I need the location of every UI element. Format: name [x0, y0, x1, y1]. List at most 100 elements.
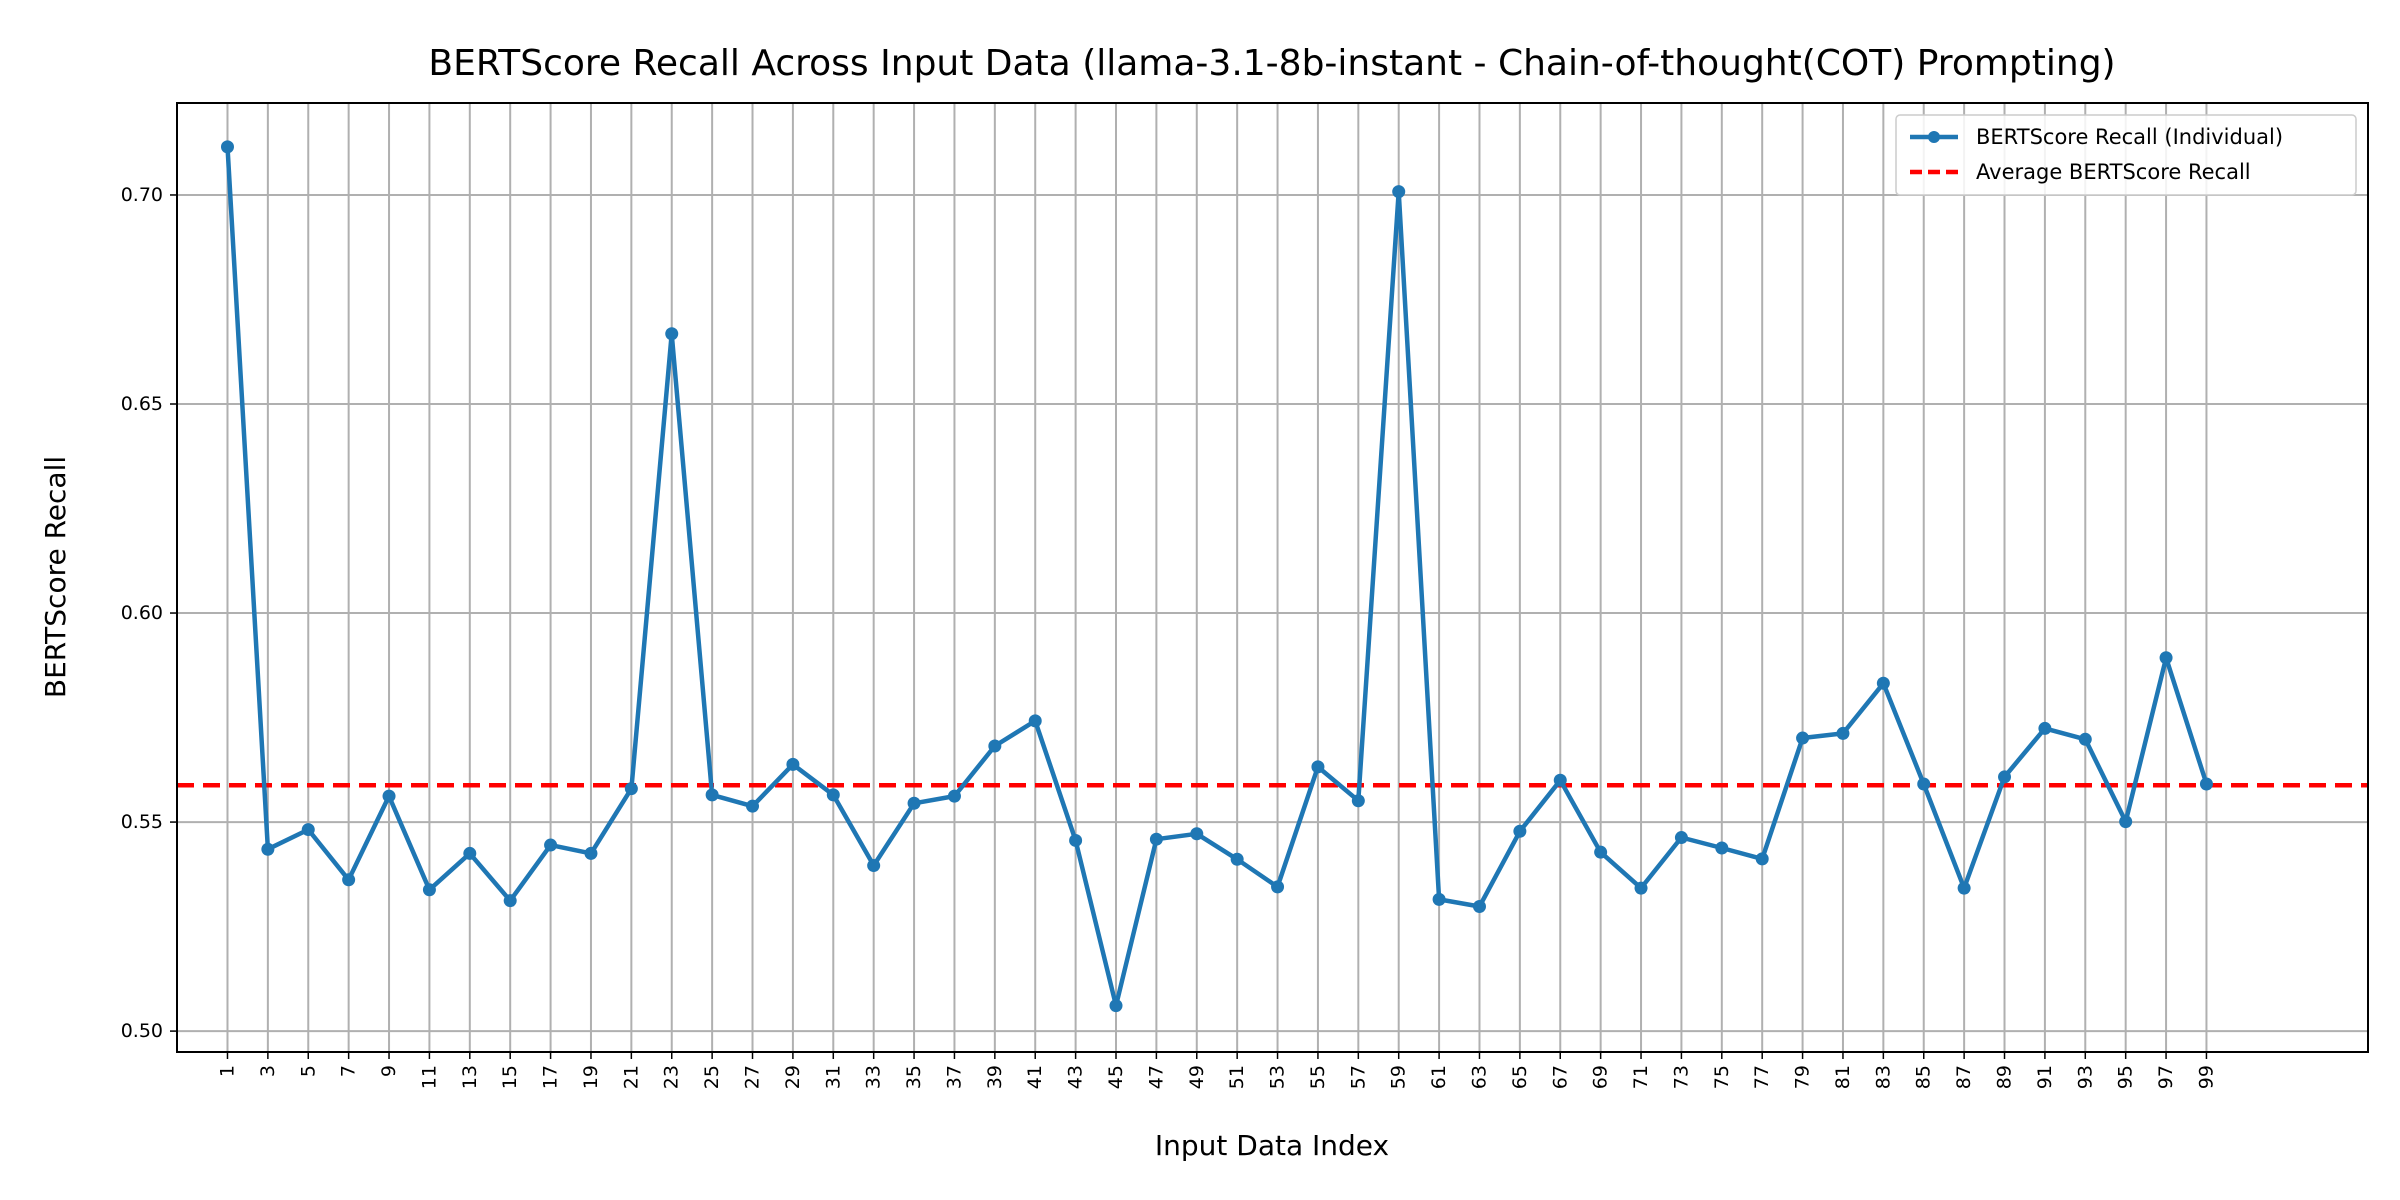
plot-frame — [176, 102, 2369, 1053]
x-tick-label: 35 — [903, 1065, 925, 1089]
data-point — [1351, 794, 1365, 808]
data-point — [1311, 760, 1325, 774]
x-tick-label: 91 — [2034, 1065, 2056, 1089]
x-tick-label: 53 — [1267, 1065, 1289, 1089]
data-point — [301, 823, 315, 837]
x-tick-label: 11 — [418, 1065, 440, 1089]
legend-series-marker — [1928, 131, 1940, 143]
x-tick-label: 55 — [1307, 1065, 1329, 1089]
x-tick-label: 93 — [2074, 1065, 2096, 1089]
y-tick-label: 0.50 — [121, 1020, 163, 1042]
y-tick-label: 0.60 — [121, 602, 163, 624]
data-point — [503, 894, 517, 908]
data-point — [1634, 881, 1648, 895]
data-point — [1271, 880, 1285, 894]
data-point — [584, 846, 598, 860]
x-tick-label: 27 — [742, 1065, 764, 1089]
x-tick-label: 61 — [1428, 1065, 1450, 1089]
x-tick-label: 75 — [1711, 1065, 1733, 1089]
data-point — [947, 789, 961, 803]
x-tick-label: 95 — [2115, 1065, 2137, 1089]
x-tick-label: 79 — [1792, 1065, 1814, 1089]
x-tick-label: 67 — [1549, 1065, 1571, 1089]
legend: BERTScore Recall (Individual) Average BE… — [1895, 114, 2357, 196]
data-point — [1594, 845, 1608, 859]
x-tick-label: 47 — [1145, 1065, 1167, 1089]
y-axis-ticks: 0.50 0.55 0.60 0.65 0.70 — [121, 184, 177, 1042]
x-tick-label: 63 — [1468, 1065, 1490, 1089]
y-tick-label: 0.55 — [121, 811, 163, 833]
x-tick-label: 45 — [1105, 1065, 1127, 1089]
data-point — [261, 842, 275, 856]
data-point — [1069, 833, 1083, 847]
x-tick-label: 99 — [2195, 1065, 2217, 1089]
data-point — [826, 788, 840, 802]
x-tick-label: 21 — [620, 1065, 642, 1089]
x-tick-label: 13 — [459, 1065, 481, 1089]
y-tick-label: 0.65 — [121, 393, 163, 415]
x-axis-label: Input Data Index — [1155, 1129, 1389, 1162]
x-tick-label: 51 — [1226, 1065, 1248, 1089]
data-point — [1472, 900, 1486, 914]
x-tick-label: 23 — [661, 1065, 683, 1089]
x-tick-label: 17 — [540, 1065, 562, 1089]
x-tick-label: 25 — [701, 1065, 723, 1089]
data-point — [1553, 773, 1567, 787]
data-point — [1028, 714, 1042, 728]
data-point — [786, 757, 800, 771]
x-tick-label: 49 — [1186, 1065, 1208, 1089]
data-point — [1109, 999, 1123, 1013]
legend-series-label: BERTScore Recall (Individual) — [1976, 125, 2283, 149]
x-tick-label: 71 — [1630, 1065, 1652, 1089]
x-tick-label: 97 — [2155, 1065, 2177, 1089]
data-point — [2199, 777, 2213, 791]
data-point — [1796, 731, 1810, 745]
x-axis-ticks: 1 3 5 7 9 11 13 15 17 19 21 23 25 27 29 31 33 35 37 39 41 43 4… — [216, 1052, 2217, 1089]
data-point — [220, 140, 234, 154]
x-tick-label: 37 — [943, 1065, 965, 1089]
data-point — [1998, 770, 2012, 784]
y-tick-label: 0.70 — [121, 184, 163, 206]
data-point — [1715, 841, 1729, 855]
data-point — [1190, 827, 1204, 841]
x-tick-label: 43 — [1065, 1065, 1087, 1089]
data-point — [1917, 777, 1931, 791]
x-tick-label: 33 — [863, 1065, 885, 1089]
series-line — [225, 146, 2209, 1008]
data-point — [1513, 824, 1527, 838]
data-point — [342, 873, 356, 887]
x-tick-label: 39 — [984, 1065, 1006, 1089]
data-point — [907, 796, 921, 810]
legend-average-label: Average BERTScore Recall — [1976, 160, 2251, 184]
data-point — [463, 846, 477, 860]
x-tick-label: 29 — [782, 1065, 804, 1089]
data-point — [1755, 852, 1769, 866]
data-point — [1392, 185, 1406, 199]
data-point — [705, 788, 719, 802]
x-tick-label: 5 — [297, 1065, 319, 1077]
x-tick-label: 9 — [378, 1065, 400, 1077]
x-tick-label: 19 — [580, 1065, 602, 1089]
data-point — [624, 782, 638, 796]
data-point — [665, 327, 679, 341]
data-point — [2078, 732, 2092, 746]
data-point — [422, 883, 436, 897]
data-point — [2119, 815, 2133, 829]
chart-title: BERTScore Recall Across Input Data (llam… — [428, 43, 2115, 84]
x-tick-label: 59 — [1388, 1065, 1410, 1089]
x-tick-label: 85 — [1913, 1065, 1935, 1089]
data-point — [1836, 726, 1850, 740]
data-point — [867, 859, 881, 873]
x-tick-label: 81 — [1832, 1065, 1854, 1089]
x-tick-label: 41 — [1024, 1065, 1046, 1089]
data-point — [1957, 881, 1971, 895]
y-axis-label: BERTScore Recall — [39, 456, 72, 698]
x-tick-label: 73 — [1670, 1065, 1692, 1089]
x-tick-label: 87 — [1953, 1065, 1975, 1089]
data-point — [2038, 721, 2052, 735]
x-tick-label: 83 — [1872, 1065, 1894, 1089]
x-tick-label: 77 — [1751, 1065, 1773, 1089]
data-point — [382, 789, 396, 803]
data-point — [1149, 832, 1163, 846]
